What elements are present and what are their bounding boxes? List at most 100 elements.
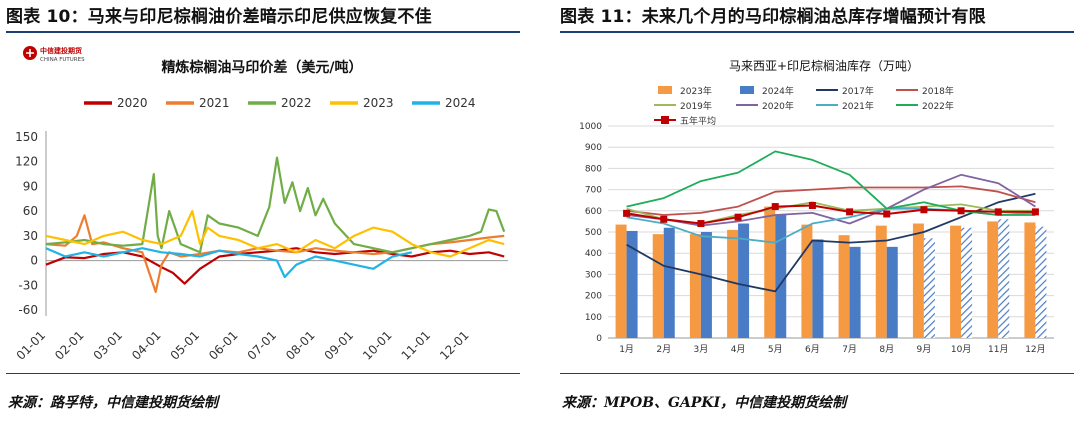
x-tick-label: 09-01: [322, 328, 357, 363]
bar-2024年: [812, 239, 824, 338]
x-tick-label: 7月: [842, 344, 857, 355]
x-tick-label: 11月: [988, 344, 1008, 355]
chart-title: 马来西亚+印尼棕榈油库存（万吨）: [729, 58, 919, 73]
y-tick-label: 0: [596, 334, 602, 344]
legend-label-2024: 2024: [445, 96, 476, 110]
bar-2023年: [652, 234, 664, 338]
y-tick-label: 60: [23, 204, 38, 218]
y-tick-label: 600: [585, 207, 602, 217]
series-line-2022年: [626, 150, 1036, 216]
bar-2023年: [912, 223, 924, 338]
right-source-note: 来源：MPOB、GAPKI，中信建投期货绘制: [562, 395, 847, 411]
y-tick-label: 300: [585, 270, 602, 280]
bar-2024年: [738, 223, 750, 338]
series-marker-五年平均: [734, 213, 742, 221]
series-marker-五年平均: [920, 206, 928, 214]
x-tick-label: 1月: [619, 344, 634, 355]
svg-text:CHINA FUTURES: CHINA FUTURES: [40, 57, 85, 63]
bar-2023年: [1024, 222, 1036, 338]
legend-label-2020年: 2020年: [762, 100, 794, 112]
y-tick-label: 150: [15, 130, 38, 144]
bar-2023年: [838, 235, 850, 338]
bar-2023年: [875, 225, 887, 338]
series-marker-五年平均: [697, 220, 705, 228]
legend-label-2020: 2020: [117, 96, 148, 110]
series-line-2024: [45, 247, 413, 279]
series-marker-五年平均: [771, 203, 779, 211]
x-tick-label: 07-01: [245, 328, 280, 363]
x-tick-label: 05-01: [168, 328, 203, 363]
series-line-2020: [45, 247, 505, 285]
y-tick-label: 700: [585, 186, 602, 196]
y-tick-label: 90: [23, 179, 38, 193]
x-tick-label: 12月: [1025, 344, 1045, 355]
left-title-rule: [6, 31, 520, 33]
x-tick-label: 8月: [879, 344, 894, 355]
logo-mark: 中信建投期货 CHINA FUTURES: [23, 46, 85, 63]
china-futures-logo: 中信建投期货 CHINA FUTURES: [22, 44, 132, 64]
chart-title: 精炼棕榈油马印价差（美元/吨）: [161, 59, 362, 76]
bar-2023年: [689, 234, 701, 338]
legend-swatch-2024年: [740, 86, 754, 94]
legend-marker-五年平均: [661, 116, 669, 124]
bar-2023年: [764, 206, 776, 338]
y-tick-label: 900: [585, 143, 602, 153]
legend-label-五年平均: 五年平均: [680, 115, 716, 127]
y-tick-label: 400: [585, 249, 602, 259]
x-tick-label: 04-01: [129, 328, 164, 363]
legend-label-2019年: 2019年: [680, 100, 712, 112]
series-marker-五年平均: [846, 208, 854, 216]
y-tick-label: 30: [23, 229, 38, 243]
legend-label-2021年: 2021年: [842, 100, 874, 112]
y-tick-label: 120: [15, 155, 38, 169]
legend-label-2024年: 2024年: [762, 85, 794, 97]
svg-text:中信建投期货: 中信建投期货: [40, 46, 82, 55]
x-tick-label: 06-01: [206, 328, 241, 363]
x-tick-label: 11-01: [399, 328, 434, 363]
x-tick-label: 5月: [768, 344, 783, 355]
x-tick-label: 10月: [951, 344, 971, 355]
series-marker-五年平均: [957, 207, 965, 215]
legend-label-2021: 2021: [199, 96, 230, 110]
x-tick-label: 02-01: [52, 328, 87, 363]
bar-2024年: [961, 227, 973, 338]
y-tick-label: -30: [18, 278, 38, 292]
left-source-note: 来源：路孚特，中信建投期货绘制: [8, 395, 218, 411]
y-tick-label: 800: [585, 164, 602, 174]
series-marker-五年平均: [623, 209, 631, 217]
series-line-2020年: [626, 173, 1036, 227]
legend-label-2023: 2023: [363, 96, 394, 110]
bar-2023年: [615, 224, 627, 338]
legend-label-2022年: 2022年: [922, 100, 954, 112]
bar-2023年: [727, 229, 739, 338]
legend-label-2022: 2022: [281, 96, 312, 110]
x-tick-label: 08-01: [283, 328, 318, 363]
x-tick-label: 03-01: [91, 328, 126, 363]
bar-2024年: [923, 238, 935, 338]
bar-2024年: [626, 230, 638, 338]
bar-2023年: [950, 225, 962, 338]
series-marker-五年平均: [1031, 208, 1039, 216]
y-tick-label: 100: [585, 313, 602, 323]
bar-2023年: [801, 224, 813, 338]
bar-2024年: [700, 232, 712, 338]
x-tick-label: 2月: [656, 344, 671, 355]
y-tick-label: 500: [585, 228, 602, 238]
legend-swatch-2023年: [658, 86, 672, 94]
x-tick-label: 6月: [805, 344, 820, 355]
legend-label-2018年: 2018年: [922, 85, 954, 97]
bar-2024年: [1035, 226, 1047, 338]
series-line-2023: [45, 210, 505, 258]
bar-2024年: [663, 227, 675, 338]
y-tick-label: 0: [30, 254, 38, 268]
series-line-2022: [45, 156, 506, 254]
price-spread-chart: 精炼棕榈油马印价差（美元/吨） 2020 2021 2022 2023 2024 150 12…: [14, 59, 508, 363]
x-tick-label: 4月: [731, 344, 746, 355]
y-tick-label: -60: [18, 303, 38, 317]
bar-2024年: [775, 215, 787, 338]
legend-label-2017年: 2017年: [842, 85, 874, 97]
left-bottom-rule: [6, 373, 520, 374]
series-marker-五年平均: [883, 210, 891, 218]
bar-2024年: [998, 219, 1010, 338]
bar-2024年: [886, 246, 898, 338]
